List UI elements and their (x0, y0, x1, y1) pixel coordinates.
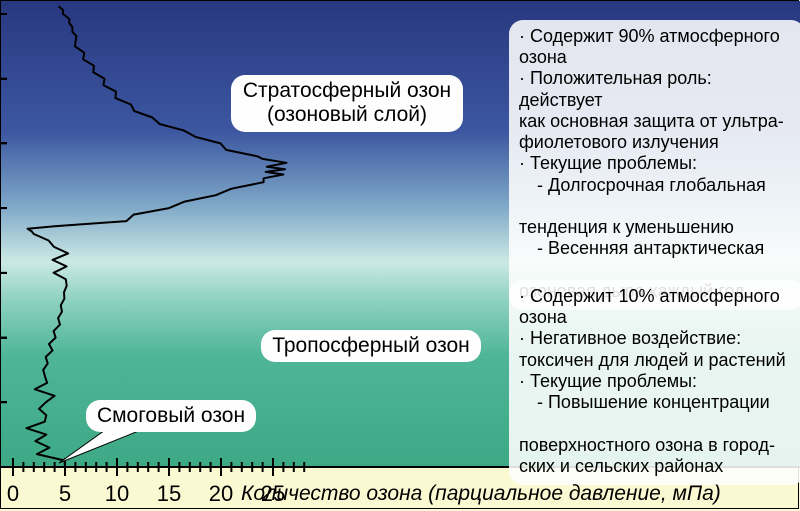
infobox-stratospheric: · Содержит 90% атмосферногоозона· Положи… (509, 20, 800, 310)
frame: Стратосферный озон(озоновый слой) Тропос… (0, 0, 799, 509)
x-tick-label: 20 (209, 481, 233, 507)
callout-smog: Смоговый озон (86, 400, 256, 432)
infobox-line: тенденция к уменьшению (519, 217, 734, 237)
infobox-line: фиолетового излучения (519, 132, 719, 152)
infobox-line: · Содержит 10% атмосферного (519, 286, 780, 306)
x-tick-label: 25 (261, 481, 285, 507)
infobox-line: · Содержит 90% атмосферного (519, 26, 780, 46)
callout-line: Тропосферный озон (272, 334, 470, 357)
callout-stratospheric: Стратосферный озон(озоновый слой) (231, 75, 463, 132)
callout-line: (озоновый слой) (267, 103, 427, 126)
infobox-line: ских и сельских районах (519, 456, 723, 476)
infobox-tropospheric: · Содержит 10% атмосферногоозона· Негати… (509, 280, 800, 485)
infobox-line: как основная защита от ультра- (519, 111, 784, 131)
callout-line: Стратосферный озон (243, 79, 451, 102)
callout-line: Смоговый озон (97, 404, 245, 427)
callout-tropospheric: Тропосферный озон (261, 330, 481, 362)
infobox-line: · Текущие проблемы: (519, 153, 697, 173)
infobox-line: - Весенняя антарктическая (519, 238, 795, 259)
infobox-line: озона (519, 47, 567, 67)
x-tick-label: 10 (105, 481, 129, 507)
x-axis-label: Количество озона (парциальное давление, … (241, 482, 721, 506)
x-tick-label: 5 (59, 481, 71, 507)
x-tick-label: 15 (157, 481, 181, 507)
infobox-line: токсичен для людей и растений (519, 350, 786, 370)
infobox-line: поверхностного озона в город- (519, 435, 775, 455)
infobox-line: · Негативное воздействие: (519, 328, 741, 348)
infobox-line: - Долгосрочная глобальная (519, 175, 795, 196)
x-tick-label: 0 (7, 481, 19, 507)
infobox-line: озона (519, 307, 567, 327)
infobox-line: - Повышение концентрации (519, 392, 795, 413)
infobox-line: · Положительная роль: действует (519, 68, 712, 109)
infobox-line: · Текущие проблемы: (519, 371, 697, 391)
